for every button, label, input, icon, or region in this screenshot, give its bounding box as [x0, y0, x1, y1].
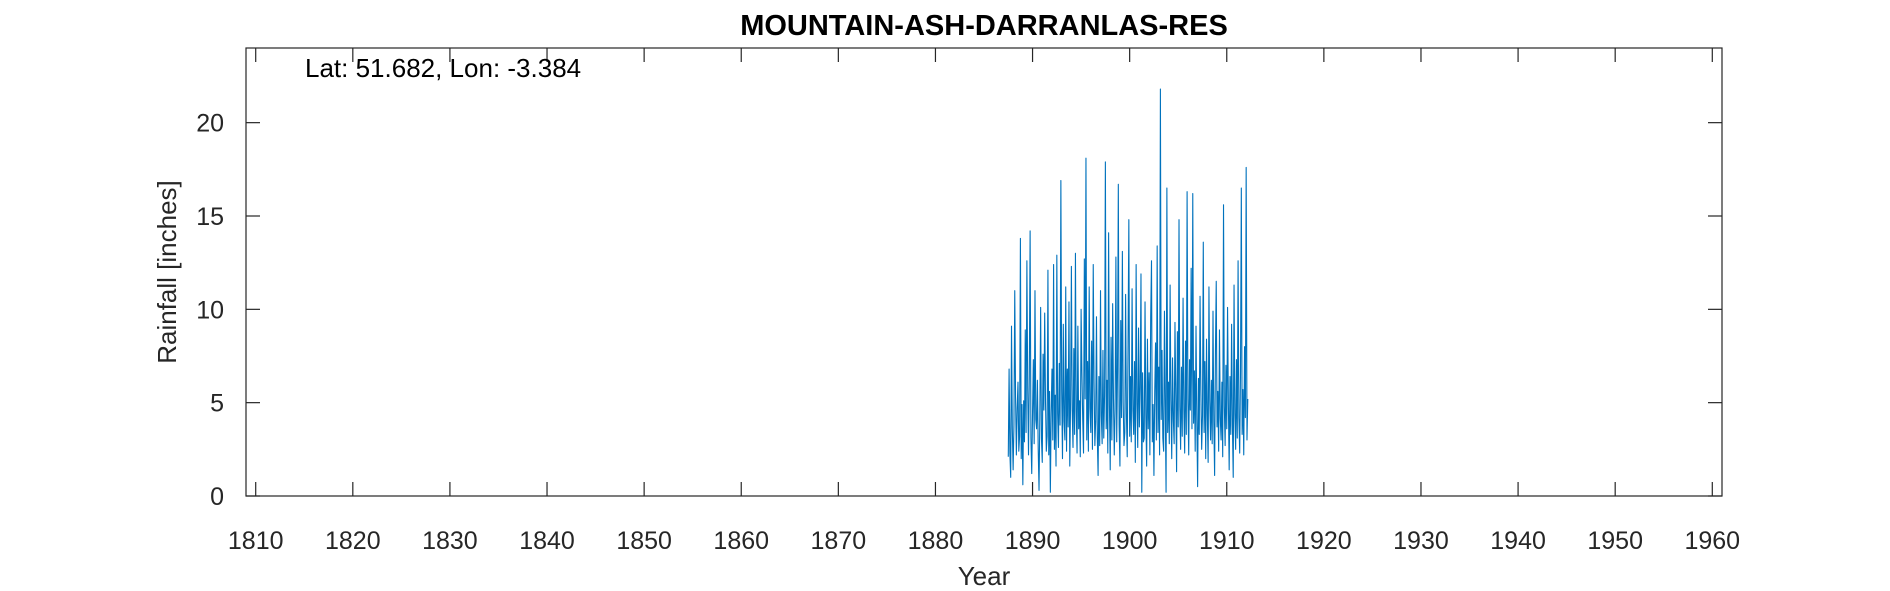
x-tick-labels: 1810 1820 1830 1840 1850 1860 1870 1880 1890 1900… — [228, 527, 1740, 555]
y-tick-labels: 0 5 10 15 20 — [196, 110, 224, 511]
rainfall-series-line-0 — [1007, 88, 1249, 493]
x-tick-label-1880: 1880 — [908, 527, 964, 555]
x-tick-label-1950: 1950 — [1587, 527, 1643, 555]
x-tick-label-1920: 1920 — [1296, 527, 1352, 555]
x-tick-label-1960: 1960 — [1684, 527, 1740, 555]
plot-background — [246, 48, 1722, 496]
chart-title: MOUNTAIN-ASH-DARRANLAS-RES — [740, 10, 1228, 42]
x-tick-label-1830: 1830 — [422, 527, 478, 555]
y-tick-label-5: 5 — [210, 390, 224, 418]
plot-frame — [245, 47, 1723, 497]
x-tick-label-1820: 1820 — [325, 527, 381, 555]
y-tick-label-10: 10 — [196, 296, 224, 324]
location-annotation: Lat: 51.682, Lon: -3.384 — [305, 53, 581, 83]
y-tick-label-15: 15 — [196, 203, 224, 231]
x-axis-label: Year — [958, 561, 1011, 591]
axis-ticks — [246, 48, 1722, 497]
x-tick-label-1840: 1840 — [519, 527, 575, 555]
x-tick-label-1870: 1870 — [811, 527, 867, 555]
x-tick-label-1810: 1810 — [228, 527, 284, 555]
y-tick-label-20: 20 — [196, 110, 224, 138]
x-tick-label-1940: 1940 — [1490, 527, 1546, 555]
x-tick-label-1860: 1860 — [713, 527, 769, 555]
x-tick-label-1900: 1900 — [1102, 527, 1158, 555]
data-series — [1007, 88, 1249, 493]
x-tick-label-1930: 1930 — [1393, 527, 1449, 555]
x-tick-label-1850: 1850 — [616, 527, 672, 555]
y-axis-label: Rainfall [inches] — [152, 180, 182, 364]
y-tick-label-0: 0 — [210, 483, 224, 511]
x-tick-label-1890: 1890 — [1005, 527, 1061, 555]
x-tick-label-1910: 1910 — [1199, 527, 1255, 555]
